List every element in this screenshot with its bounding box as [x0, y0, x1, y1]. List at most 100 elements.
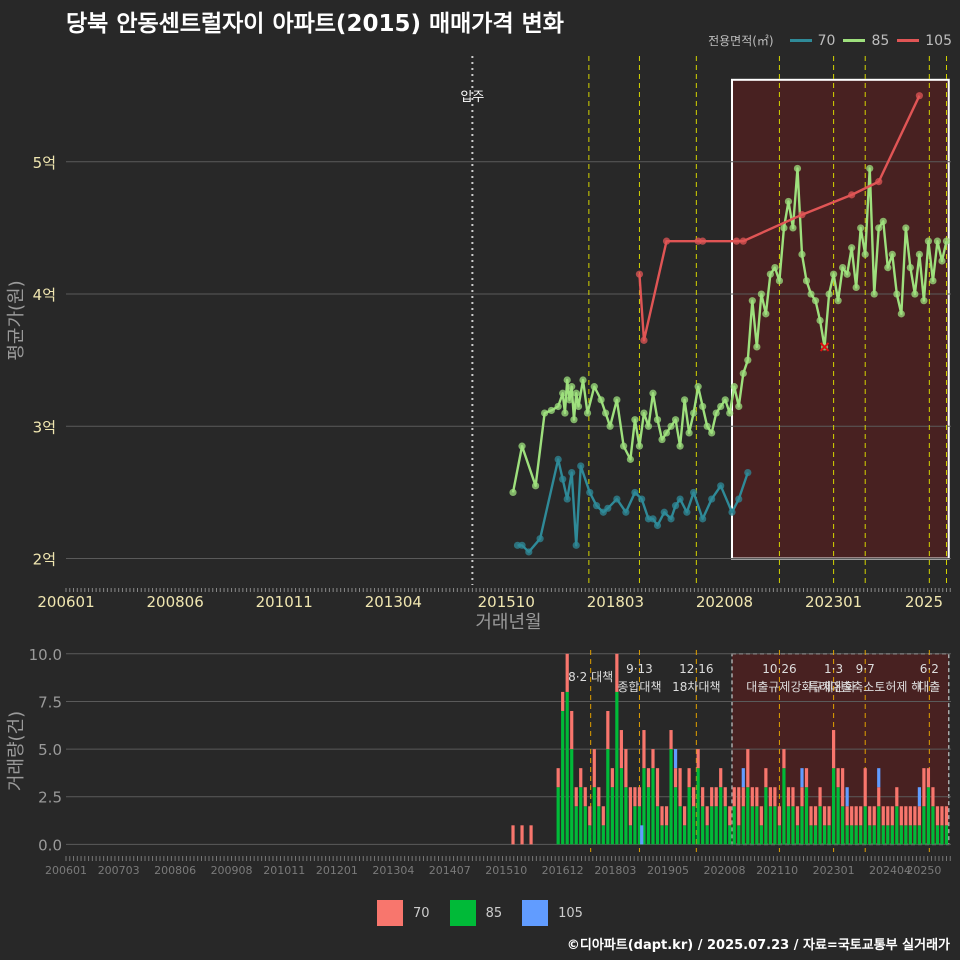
policy-text: 규제완화 [812, 680, 856, 694]
bar-legend-swatch-105 [522, 900, 549, 926]
volume-bar-85 [696, 768, 700, 845]
series-point-85 [620, 442, 628, 450]
volume-bar-70 [804, 768, 809, 788]
policy-text: 특례대출축소토허제 해 [808, 680, 922, 694]
volume-bar-105 [877, 768, 881, 788]
series-point-85 [938, 257, 946, 265]
series-point-85 [721, 396, 729, 404]
volume-bar-85 [597, 806, 601, 845]
volume-bar-85 [660, 825, 664, 845]
footer-credit: ©디아파트(dapt.kr) / 2025.07.23 / 자료=국토교통부 실… [566, 938, 950, 953]
series-point-85 [563, 376, 571, 384]
series-point-85 [924, 237, 933, 245]
series-point-85 [870, 290, 878, 298]
legend-label-70: 70 [817, 32, 836, 49]
volume-bar-85 [583, 806, 587, 845]
volume-bar-85 [886, 825, 890, 845]
volume-x-tick-label: 201803 [594, 864, 636, 877]
volume-bar-70 [710, 787, 714, 807]
series-point-85 [667, 422, 675, 430]
price-x-tick-label: 200601 [37, 593, 94, 611]
volume-bar-70 [646, 768, 651, 788]
volume-bar-85 [728, 825, 732, 845]
volume-y-tick-label: 0.0 [38, 836, 62, 854]
volume-bar-85 [574, 806, 578, 845]
volume-bar-70 [895, 787, 899, 807]
volume-bar-70 [850, 806, 854, 826]
legend-line-70 [789, 39, 812, 42]
series-point-85 [802, 277, 811, 285]
series-point-70 [577, 462, 585, 470]
volume-bar-70 [583, 787, 587, 807]
bar-legend-label-85: 85 [485, 905, 503, 921]
volume-x-tick-label: 201304 [372, 864, 414, 877]
volume-bar-85 [570, 749, 574, 845]
volume-bar-85 [642, 768, 646, 845]
series-point-70 [671, 502, 680, 510]
volume-bar-85 [786, 806, 791, 845]
price-x-tick-label: 200806 [147, 593, 204, 611]
volume-bar-85 [655, 806, 660, 845]
volume-bar-85 [926, 787, 931, 845]
highlight-box [731, 78, 950, 560]
policy-text: 18차대책 [672, 679, 720, 694]
volume-bar-70 [746, 749, 750, 788]
volume-bar-70 [832, 730, 836, 769]
series-point-85 [635, 442, 644, 450]
volume-bar-105 [673, 749, 678, 769]
series-point-105 [699, 237, 707, 245]
volume-bar-85 [669, 749, 673, 845]
volume-x-tick-label: 202008 [703, 864, 745, 877]
volume-bar-85 [872, 825, 876, 845]
legend-label-105: 105 [925, 32, 952, 49]
bar-legend-swatch-70 [377, 900, 404, 926]
volume-bar-70 [615, 653, 619, 692]
series-point-85 [807, 290, 815, 298]
series-point-85 [942, 237, 951, 245]
series-point-70 [638, 495, 646, 503]
series-point-85 [690, 409, 698, 417]
volume-bar-105 [845, 787, 849, 807]
price-y-tick-label: 3억 [33, 418, 56, 436]
series-point-85 [583, 409, 592, 417]
series-point-85 [640, 409, 648, 417]
price-y-tick-label: 4억 [33, 286, 56, 304]
volume-bar-85 [877, 806, 881, 845]
bar-legend-swatch-85 [449, 900, 476, 926]
series-point-85 [559, 389, 567, 397]
volume-bar-70 [755, 787, 759, 807]
series-point-85 [775, 277, 784, 285]
series-point-70 [563, 495, 571, 503]
volume-bar-85 [556, 787, 560, 845]
volume-bar-70 [687, 768, 691, 788]
volume-x-tick-label: 200908 [211, 864, 253, 877]
volume-bar-70 [773, 787, 777, 807]
series-point-70 [622, 508, 630, 516]
volume-bar-70 [791, 787, 795, 807]
volume-bar-105 [800, 768, 804, 788]
volume-bar-70 [940, 806, 944, 826]
legend-label-85: 85 [871, 32, 890, 49]
legend-title: 전용면적(㎡) [708, 34, 774, 48]
volume-x-tick-label: 200601 [45, 864, 87, 877]
volume-bar-85 [827, 825, 831, 845]
policy-date: 12·16 [679, 662, 713, 676]
series-point-85 [830, 270, 838, 278]
series-point-85 [561, 409, 569, 417]
series-point-85 [671, 416, 680, 424]
volume-bar-85 [723, 806, 727, 845]
volume-bar-70 [637, 787, 642, 807]
volume-x-tick-label: 202110 [756, 864, 798, 877]
volume-bar-85 [746, 787, 750, 845]
series-point-85 [649, 389, 657, 397]
series-point-70 [735, 495, 743, 503]
series-point-85 [762, 310, 770, 318]
volume-bar-85 [895, 806, 899, 845]
volume-bar-70 [655, 768, 660, 807]
volume-bar-70 [917, 806, 921, 826]
policy-date: 6·2 [920, 662, 939, 676]
series-point-85 [712, 409, 720, 417]
volume-bar-70 [570, 710, 574, 750]
price-x-tick-label: 202301 [805, 593, 862, 611]
